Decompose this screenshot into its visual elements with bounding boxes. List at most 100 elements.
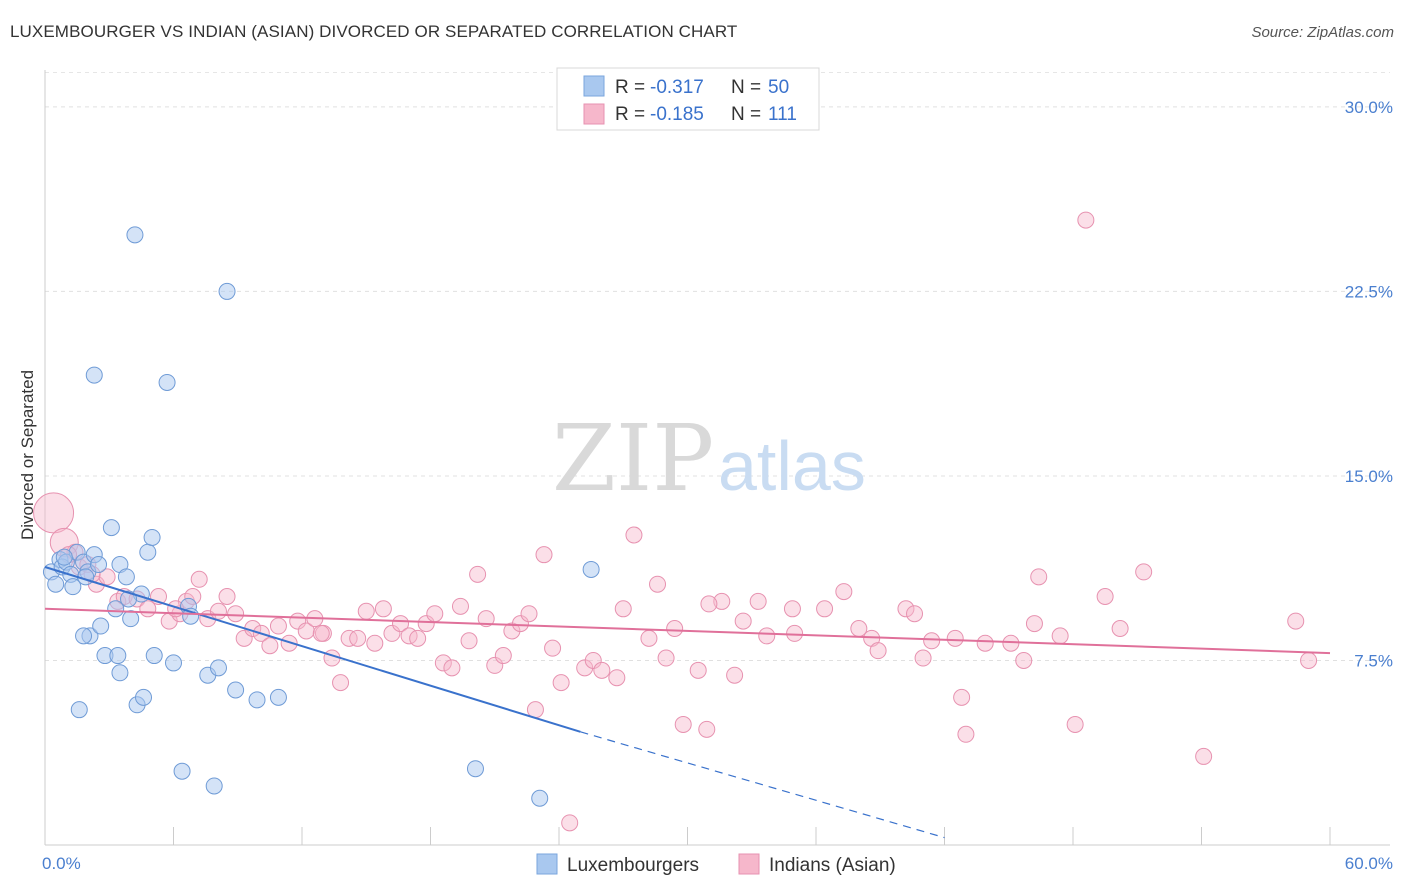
point-indians-50 xyxy=(486,656,504,674)
point-indians-52 xyxy=(503,622,521,640)
point-luxembourgers-36 xyxy=(227,681,245,699)
point-indians-28 xyxy=(297,622,315,640)
point-indians-68 xyxy=(657,649,675,667)
point-luxembourgers-23 xyxy=(92,617,110,635)
point-indians-42 xyxy=(417,615,435,633)
point-luxembourgers-15 xyxy=(90,556,108,574)
point-indians-54 xyxy=(520,605,538,623)
point-indians-6 xyxy=(98,568,116,586)
point-indians-36 xyxy=(366,634,384,652)
y-tick-label-2: 22.5% xyxy=(1345,282,1393,301)
point-indians-51 xyxy=(494,647,512,665)
point-luxembourgers-21 xyxy=(143,528,161,546)
point-luxembourgers-28 xyxy=(145,647,163,665)
legend-n-label-2: N = xyxy=(731,104,761,125)
point-indians-73 xyxy=(713,592,731,610)
point-indians-78 xyxy=(783,600,801,618)
point-indians-34 xyxy=(349,629,367,647)
point-indians-59 xyxy=(561,814,579,832)
point-indians-37 xyxy=(374,600,392,618)
y-axis-label: Divorced or Separated xyxy=(18,370,37,540)
point-indians-47 xyxy=(460,632,478,650)
point-luxembourgers-29 xyxy=(165,654,182,672)
point-indians-87 xyxy=(914,649,932,667)
y-tick-labels: 7.5% 15.0% 22.5% 30.0% xyxy=(1345,98,1393,671)
point-luxembourgers-44 xyxy=(205,777,223,795)
point-indians-58 xyxy=(552,674,570,692)
point-indians-64 xyxy=(614,600,632,618)
point-indians-57 xyxy=(544,639,562,657)
point-luxembourgers-35 xyxy=(70,701,88,719)
point-luxembourgers-24 xyxy=(107,600,125,618)
point-indians-16 xyxy=(190,570,208,588)
point-indians-99 xyxy=(1066,715,1084,733)
point-indians-41 xyxy=(409,629,427,647)
legend-r-value-2: -0.185 xyxy=(650,104,704,125)
trend-line-luxembourgers xyxy=(44,566,581,733)
point-indians-76 xyxy=(749,592,767,610)
point-luxembourgers-25 xyxy=(122,610,140,628)
grid-lines xyxy=(45,71,1390,661)
legend-n-label-1: N = xyxy=(731,77,761,98)
point-indians-94 xyxy=(1015,651,1033,669)
point-indians-92 xyxy=(976,634,994,652)
point-indians-101 xyxy=(1111,619,1129,637)
y-tick-label-1: 15.0% xyxy=(1345,467,1393,486)
point-indians-72 xyxy=(698,720,716,738)
legend-n-value-1: 50 xyxy=(768,77,789,98)
point-indians-19 xyxy=(218,588,236,606)
legend-swatch-blue xyxy=(583,75,605,97)
point-luxembourgers-32 xyxy=(209,659,227,677)
point-indians-85 xyxy=(897,600,915,618)
source-label: Source: ZipAtlas.com xyxy=(1251,24,1394,41)
point-indians-91 xyxy=(957,725,975,743)
point-indians-74 xyxy=(726,666,744,684)
point-indians-66 xyxy=(640,629,658,647)
point-indians-65 xyxy=(625,526,643,544)
point-indians-86 xyxy=(906,605,924,623)
legend-luxembourgers-swatch xyxy=(536,853,558,875)
correlation-legend: R = -0.317 N = 50 R = -0.185 N = 111 xyxy=(556,67,820,131)
point-indians-104 xyxy=(1300,651,1318,669)
point-luxembourgers-3 xyxy=(158,373,176,391)
point-indians-61 xyxy=(584,651,602,669)
x-tick-label-0: 0.0% xyxy=(42,854,81,873)
point-luxembourgers-34 xyxy=(135,688,153,706)
point-indians-38 xyxy=(383,624,401,642)
point-luxembourgers-5 xyxy=(47,575,65,593)
point-luxembourgers-46 xyxy=(531,789,549,807)
point-luxembourgers-47 xyxy=(55,548,73,566)
y-tick-label-0: 7.5% xyxy=(1354,651,1393,670)
point-indians-20 xyxy=(227,605,245,623)
point-indians-75 xyxy=(734,612,752,630)
point-indians-56 xyxy=(535,546,553,564)
point-luxembourgers-20 xyxy=(139,543,157,561)
point-indians-35 xyxy=(357,602,375,620)
point-indians-46 xyxy=(451,597,469,615)
point-indians-98 xyxy=(1077,211,1095,229)
point-indians-48 xyxy=(469,565,487,583)
watermark-zip: ZIP xyxy=(552,405,714,512)
point-indians-96 xyxy=(1030,568,1048,586)
point-indians-21 xyxy=(235,629,253,647)
point-indians-110 xyxy=(700,595,718,613)
point-indians-60 xyxy=(576,659,594,677)
point-indians-84 xyxy=(869,642,887,660)
point-indians-18 xyxy=(209,602,227,620)
point-indians-90 xyxy=(953,688,971,706)
point-indians-88 xyxy=(923,632,941,650)
point-luxembourgers-42 xyxy=(582,560,600,578)
point-indians-81 xyxy=(835,583,853,601)
point-indians-70 xyxy=(674,715,692,733)
series-legend: Luxembourgers Indians (Asian) xyxy=(536,853,896,876)
series-indians-asian-points xyxy=(33,211,1318,832)
point-indians-97 xyxy=(1051,627,1069,645)
legend-r-label-2: R = xyxy=(615,104,645,125)
point-luxembourgers-1 xyxy=(218,282,236,300)
point-indians-100 xyxy=(1096,588,1114,606)
point-indians-33 xyxy=(340,629,358,647)
point-indians-67 xyxy=(649,575,667,593)
point-luxembourgers-37 xyxy=(248,691,266,709)
x-tick-labels: 0.0% 60.0% xyxy=(42,854,1393,873)
point-luxembourgers-18 xyxy=(117,568,135,586)
